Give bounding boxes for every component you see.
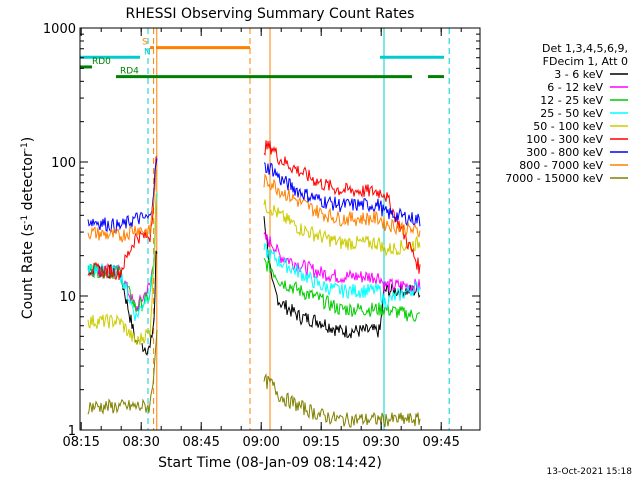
legend-label-7: 800 - 7000 keV bbox=[519, 159, 603, 172]
legend-header-line1: Det 1,3,4,5,6,9, bbox=[542, 42, 628, 55]
state-bar-label-1: N bbox=[144, 47, 151, 57]
series-line-6-0 bbox=[87, 158, 158, 234]
chart-title: RHESSI Observing Summary Count Rates bbox=[126, 6, 415, 22]
legend-label-5: 100 - 300 keV bbox=[526, 133, 603, 146]
x-tick-label-3: 09:00 bbox=[242, 435, 279, 450]
series-line-4-0 bbox=[87, 193, 158, 346]
legend-label-8: 7000 - 15000 keV bbox=[505, 172, 603, 185]
y-axis-label-part2: detector bbox=[20, 151, 36, 215]
state-bar-label-3: RD4 bbox=[120, 67, 139, 77]
series-line-5-0 bbox=[87, 155, 158, 281]
y-tick-label-3: 1000 bbox=[43, 22, 76, 37]
series-line-5-1 bbox=[263, 140, 421, 274]
legend: Det 1,3,4,5,6,9, FDecim 1, Att 0 3 - 6 k… bbox=[505, 42, 628, 185]
y-axis-label-part3: ) bbox=[20, 137, 36, 142]
y-axis-label: Count Rate (s-1 detector-1) bbox=[20, 137, 36, 319]
x-tick-label-1: 08:30 bbox=[122, 435, 159, 450]
x-tick-label-0: 08:15 bbox=[62, 435, 99, 450]
timestamp: 13-Oct-2021 15:18 bbox=[547, 467, 633, 477]
legend-label-3: 25 - 50 keV bbox=[540, 107, 603, 120]
legend-label-4: 50 - 100 keV bbox=[533, 120, 603, 133]
series-line-2-1 bbox=[263, 257, 421, 322]
series-line-3-1 bbox=[263, 242, 421, 310]
legend-label-1: 6 - 12 keV bbox=[547, 81, 603, 94]
y-tick-label-2: 100 bbox=[51, 156, 76, 171]
series-line-0-1 bbox=[141, 250, 158, 356]
y-tick-label-1: 10 bbox=[59, 290, 76, 305]
x-tick-label-5: 09:30 bbox=[362, 435, 399, 450]
series-line-7-1 bbox=[263, 173, 421, 238]
y-axis-label-sup1: -1 bbox=[20, 215, 30, 224]
x-tick-label-4: 09:15 bbox=[302, 435, 339, 450]
series-line-8-1 bbox=[263, 373, 421, 428]
x-tick-label-2: 08:45 bbox=[182, 435, 219, 450]
plot-area: SN RD0 RD4 bbox=[80, 28, 450, 430]
legend-header-line2: FDecim 1, Att 0 bbox=[543, 55, 628, 68]
legend-label-6: 300 - 800 keV bbox=[526, 146, 603, 159]
state-bar-label-2: RD0 bbox=[92, 57, 111, 67]
x-tick-label-6: 09:45 bbox=[422, 435, 459, 450]
series-line-1-1 bbox=[263, 230, 421, 294]
axes: 08:15 08:30 08:45 09:00 09:15 09:30 09:45 1 10 10… bbox=[43, 22, 481, 450]
state-bar-label-0: S bbox=[142, 38, 148, 48]
series-line-7-0 bbox=[87, 169, 158, 243]
series-line-8-0 bbox=[87, 329, 158, 415]
y-axis-label-part1: Count Rate (s bbox=[20, 224, 36, 319]
legend-label-2: 12 - 25 keV bbox=[540, 94, 603, 107]
plot-frame bbox=[79, 27, 481, 431]
x-axis-label: Start Time (08-Jan-09 08:14:42) bbox=[158, 455, 382, 471]
series-line-4-1 bbox=[263, 199, 421, 258]
legend-label-0: 3 - 6 keV bbox=[554, 68, 603, 81]
series-line-6-1 bbox=[263, 162, 421, 227]
y-tick-label-0: 1 bbox=[68, 424, 76, 439]
y-axis-label-sup2: -1 bbox=[20, 142, 30, 151]
